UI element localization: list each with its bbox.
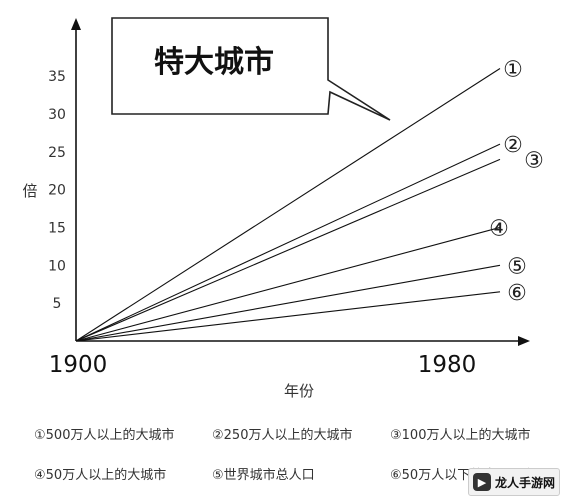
x-axis-arrow [518,336,530,346]
y-axis-label: 倍 [22,182,37,200]
watermark-badge: ▶ 龙人手游网 [468,468,560,496]
series-marker-1: ① [503,57,523,82]
y-tick-label-1: 30 [48,107,66,123]
legend-item-5: ⑤世界城市总人口 [212,468,315,483]
legend-item-2: ②250万人以上的大城市 [212,428,353,443]
y-tick-label-5: 10 [48,258,66,274]
y-tick-label-4: 15 [48,220,66,236]
legend-item-4: ④50万人以上的大城市 [34,468,167,483]
series-line-5 [75,264,501,342]
y-tick-label-3: 20 [48,183,66,199]
y-tick-label-6: 5 [53,296,62,312]
y-tick-label-2: 25 [48,145,66,161]
series-line-3 [75,158,501,342]
legend-item-1: ①500万人以上的大城市 [34,428,175,443]
series-line-2 [75,143,501,342]
series-marker-3: ③ [524,148,544,173]
series-marker-2: ② [503,133,523,158]
y-axis-arrow [71,18,81,30]
series-line-4 [75,226,501,342]
chart-title: 特大城市 [154,45,274,80]
x-tick-label-1: 1980 [418,352,477,378]
series-marker-5: ⑤ [507,254,527,279]
title-callout [111,17,391,121]
x-axis-label: 年份 [284,382,314,400]
watermark-text: 龙人手游网 [495,475,556,490]
legend-item-3: ③100万人以上的大城市 [390,428,531,443]
x-tick-label-0: 1900 [49,352,108,378]
series-line-1 [75,68,501,342]
game-logo-icon: ▶ [473,473,491,491]
series-line-6 [75,291,501,342]
series-marker-4: ④ [489,216,509,241]
series-marker-6: ⑥ [507,281,527,306]
y-tick-label-0: 35 [48,69,66,85]
